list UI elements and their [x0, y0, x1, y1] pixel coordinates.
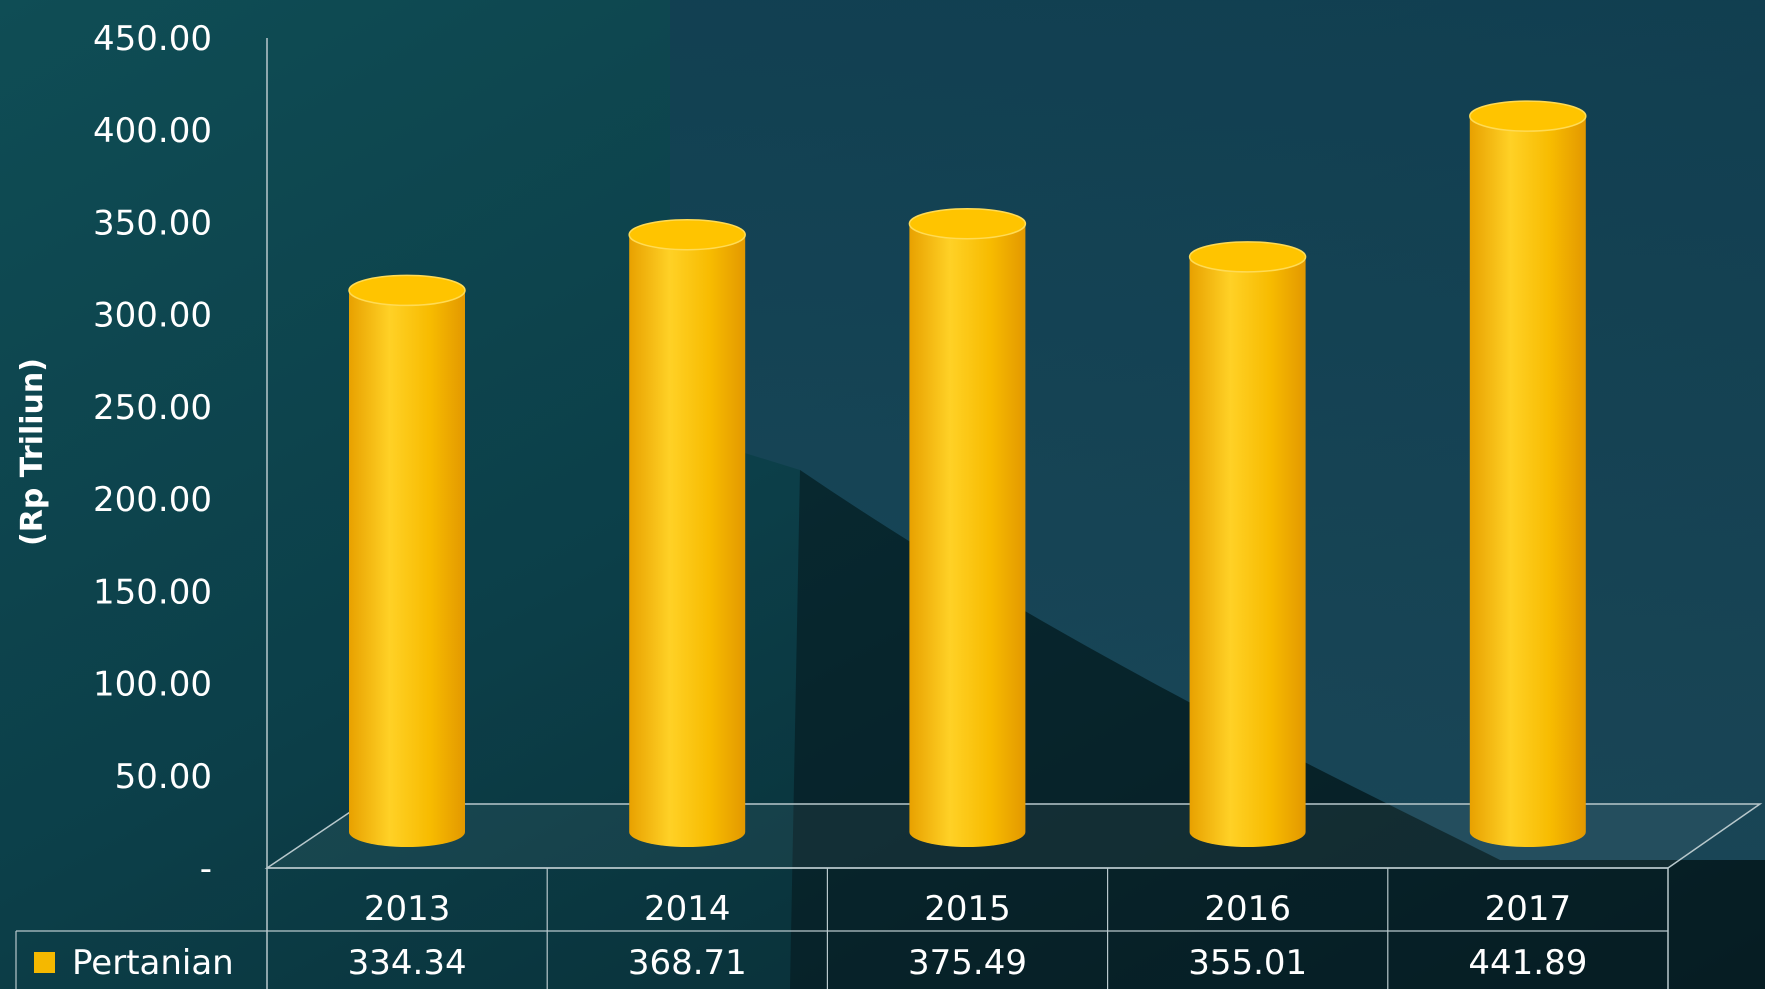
- bar-2017: [1469, 100, 1587, 848]
- y-tick-label: 400.00: [93, 111, 212, 151]
- y-axis-label: (Rp Triliun): [15, 358, 50, 546]
- bar-2013: [348, 274, 466, 847]
- y-tick-label: 300.00: [93, 296, 212, 336]
- bar-body: [629, 234, 746, 848]
- x-tick-label: 2015: [924, 889, 1011, 929]
- table-column-dividers: [546, 868, 1389, 989]
- bar-body: [1469, 116, 1586, 848]
- bar-2014: [628, 218, 746, 848]
- y-tick-label: 450.00: [93, 19, 212, 59]
- y-axis-ticks: - 50.00 100.00 150.00 200.00 250.00 300.00 350.…: [93, 19, 212, 889]
- bar-cap: [628, 218, 746, 251]
- legend-label: Pertanian: [72, 943, 234, 983]
- table-value-cell: 334.34: [348, 943, 467, 983]
- bar-body: [349, 290, 465, 847]
- legend: Pertanian: [34, 943, 234, 983]
- x-tick-label: 2016: [1204, 889, 1291, 929]
- x-tick-label: 2017: [1485, 889, 1572, 929]
- bar-2016: [1188, 241, 1307, 848]
- bar-cap: [908, 207, 1027, 240]
- table-value-cell: 368.71: [628, 943, 747, 983]
- table-value-cell: 355.01: [1188, 943, 1307, 983]
- bar-body: [1189, 256, 1306, 848]
- table-value-cell: 441.89: [1468, 943, 1587, 983]
- x-tick-label: 2014: [644, 889, 731, 929]
- bar-cap: [348, 274, 466, 307]
- bar-cap: [1188, 241, 1307, 273]
- x-tick-label: 2013: [364, 889, 451, 929]
- bar-cap: [1469, 100, 1587, 132]
- legend-swatch: [34, 952, 55, 973]
- y-tick-label: 100.00: [93, 665, 212, 705]
- y-tick-label: 350.00: [93, 203, 212, 243]
- y-tick-label: -: [200, 849, 212, 889]
- y-tick-label: 150.00: [93, 572, 212, 612]
- y-tick-label: 200.00: [93, 480, 212, 520]
- bars-group: [348, 100, 1587, 848]
- y-tick-label: 250.00: [93, 388, 212, 428]
- x-axis-labels: 2013 2014 2015 2016 2017: [364, 889, 1571, 929]
- hull-shadow-shape: [790, 470, 1765, 989]
- bar-2015: [908, 207, 1027, 847]
- table-value-cell: 375.49: [908, 943, 1027, 983]
- data-table-values: 334.34 368.71 375.49 355.01 441.89: [348, 943, 1588, 983]
- y-tick-label: 50.00: [115, 757, 212, 797]
- bar-body: [909, 223, 1026, 847]
